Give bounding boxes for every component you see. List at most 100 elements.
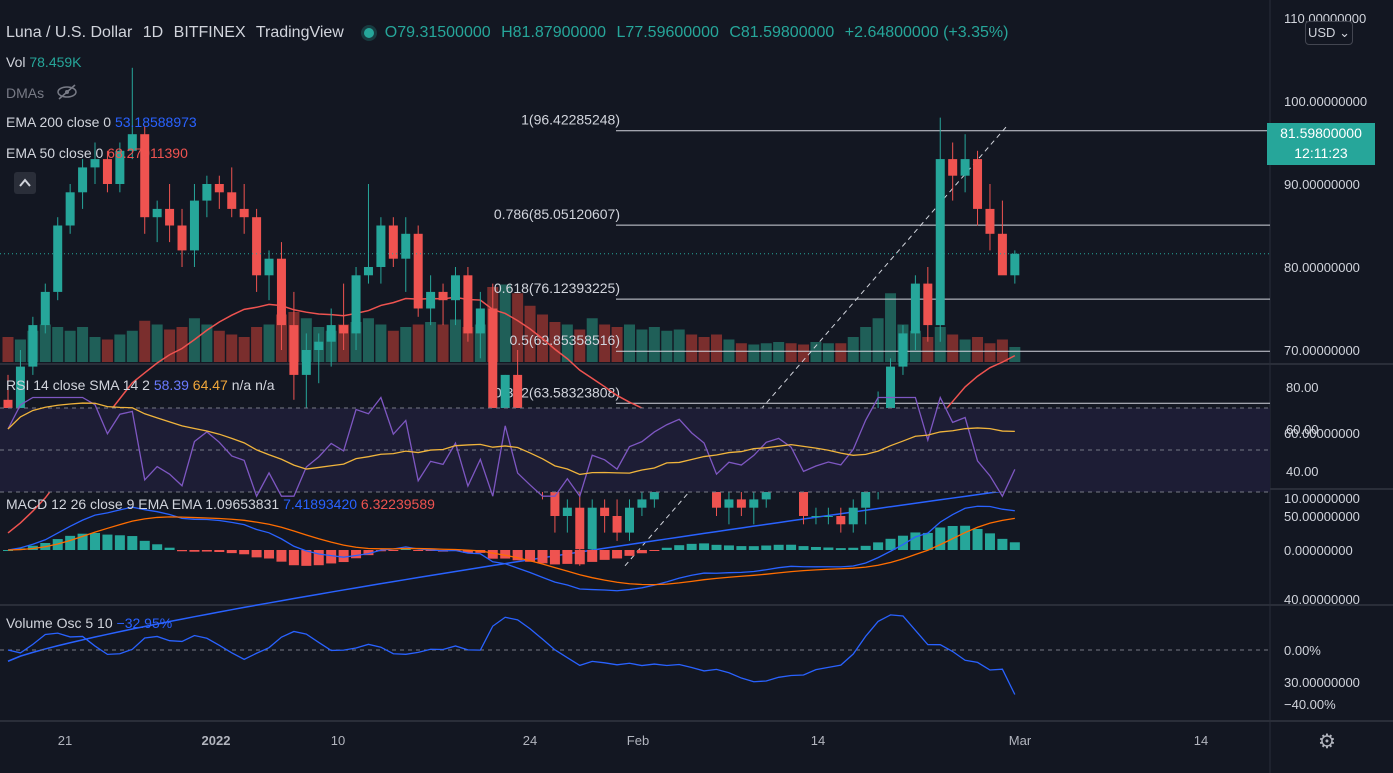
rsi-extra-value: n/a n/a (231, 377, 275, 393)
ema200-line (7, 488, 1015, 662)
candle-body (289, 325, 299, 375)
volume-bar (885, 293, 897, 362)
gear-icon[interactable]: ⚙ (1318, 731, 1336, 753)
volume-bar (52, 327, 64, 362)
macd-histogram-bar (226, 550, 237, 554)
ema50-legend[interactable]: EMA 50 close 0 68.27911390 (6, 145, 188, 161)
candle-body (985, 208, 995, 234)
candle-body (438, 291, 448, 301)
candle-body (90, 159, 100, 168)
low-value: L77.59600000 (616, 24, 719, 41)
open-value: O79.31500000 (384, 24, 491, 41)
volume-bar (611, 327, 623, 362)
symbol-name[interactable]: Luna / U.S. Dollar (6, 24, 133, 41)
macd-histogram-bar (810, 546, 821, 550)
macd-histogram-bar (699, 543, 710, 550)
volume-bar (512, 293, 524, 362)
price-tick-label: 100.00000000 (1284, 94, 1367, 109)
macd-histogram-bar (1009, 542, 1020, 550)
price-tick-label: 60.00000000 (1284, 426, 1360, 441)
macd-histogram-bar (587, 550, 598, 562)
volume-bar (126, 330, 138, 362)
macd-histogram-bar (525, 550, 536, 562)
last-price-badge: 81.59800000 12:11:23 (1267, 123, 1375, 165)
macd-histogram-bar (897, 535, 908, 550)
rsi-legend[interactable]: RSI 14 close SMA 14 2 58.39 64.47 n/a n/… (6, 377, 275, 393)
macd-histogram-bar (711, 544, 722, 550)
macd-histogram-bar (301, 550, 312, 566)
volosc-line (7, 614, 1016, 695)
macd-signal-value: 6.32239589 (360, 496, 435, 512)
candle-body (513, 374, 523, 433)
volosc-tick-label: −40.00% (1284, 697, 1336, 712)
volume-bar (624, 324, 635, 362)
macd-histogram-bar (984, 533, 995, 550)
macd-histogram-bar (761, 545, 772, 550)
dmas-legend[interactable]: DMAs (6, 85, 44, 101)
bar-countdown: 12:11:23 (1294, 145, 1348, 161)
macd-histogram-bar (736, 546, 747, 550)
candle-body (314, 341, 324, 350)
candle-body (227, 192, 237, 209)
candle-body (301, 350, 311, 375)
candle-body (78, 167, 88, 193)
fib-level-label: 0.5(69.85358516) (509, 332, 620, 348)
macd-legend[interactable]: MACD 12 26 close 9 EMA EMA 1.09653831 7.… (6, 496, 435, 512)
candle-body (550, 491, 560, 516)
exchange-label: BITFINEX (173, 24, 246, 41)
volume-legend[interactable]: Vol 78.459K (6, 54, 82, 70)
candle-body (724, 499, 734, 508)
volume-bar (586, 318, 598, 362)
candle-body (973, 159, 983, 209)
symbol-header: Luna / U.S. Dollar 1D BITFINEX TradingVi… (6, 24, 1014, 42)
volosc-legend[interactable]: Volume Osc 5 10 −32.95% (6, 615, 172, 631)
volume-label: Vol (6, 54, 26, 70)
volume-bar (748, 344, 760, 362)
candle-body (811, 516, 821, 517)
macd-histogram-bar (885, 538, 896, 550)
price-tick-label: 40.00000000 (1284, 592, 1360, 607)
ema50-value: 68.27911390 (107, 145, 188, 161)
macd-hist-value: 1.09653831 (205, 496, 280, 512)
candle-body (115, 150, 125, 184)
volume-bar (810, 342, 822, 362)
macd-histogram-bar (139, 540, 150, 550)
high-value: H81.87900000 (501, 24, 607, 41)
currency-selector[interactable]: USD ⌄ (1305, 21, 1353, 45)
macd-histogram-bar (127, 536, 138, 550)
volume-bar (151, 324, 163, 362)
macd-histogram-bar (264, 550, 275, 559)
volume-bar (213, 330, 225, 362)
macd-histogram-bar (612, 550, 623, 559)
eye-off-icon[interactable] (56, 84, 78, 100)
candle-body (898, 333, 908, 367)
volume-bar (412, 324, 424, 362)
macd-histogram-bar (723, 545, 734, 550)
interval-label[interactable]: 1D (142, 24, 164, 41)
x-tick-label: Feb (627, 733, 649, 748)
currency-label: USD (1308, 25, 1336, 40)
candle-body (488, 308, 498, 458)
price-tick-label: 70.00000000 (1284, 343, 1360, 358)
volume-bar (822, 343, 834, 362)
collapse-legend-icon[interactable] (14, 172, 36, 194)
candle-body (600, 507, 610, 516)
macd-histogram-bar (860, 545, 871, 550)
macd-histogram-bar (500, 550, 511, 559)
candle-body (140, 134, 150, 218)
macd-histogram-bar (661, 547, 672, 550)
rsi-line (7, 395, 1016, 498)
candle-body (264, 258, 274, 276)
volume-bar (972, 337, 984, 362)
macd-histogram-bar (935, 527, 946, 550)
candle-body (214, 184, 224, 193)
macd-histogram-bar (599, 550, 610, 560)
macd-histogram-bar (574, 550, 585, 565)
macd-histogram-bar (922, 532, 933, 550)
volume-bar (648, 327, 660, 362)
ema200-legend[interactable]: EMA 200 close 0 53.18588973 (6, 114, 197, 130)
volume-bar (499, 284, 511, 362)
macd-histogram-bar (152, 544, 163, 550)
fib-level-label: 1(96.42285248) (521, 112, 620, 128)
volume-bar (89, 337, 101, 362)
